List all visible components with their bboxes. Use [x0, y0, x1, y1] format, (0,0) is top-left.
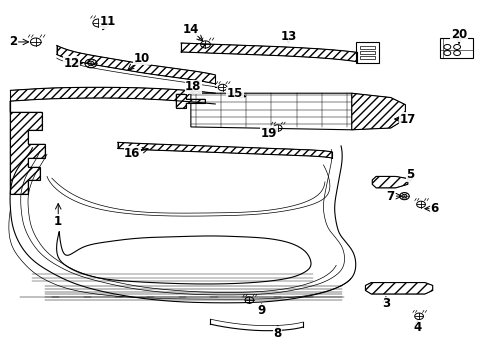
Polygon shape — [365, 283, 432, 294]
Text: 2: 2 — [9, 35, 17, 49]
Text: 9: 9 — [257, 305, 265, 318]
Text: 8: 8 — [273, 327, 281, 340]
Polygon shape — [190, 93, 366, 130]
Text: 4: 4 — [413, 320, 421, 333]
Polygon shape — [371, 176, 407, 188]
FancyBboxPatch shape — [359, 56, 374, 59]
Text: 11: 11 — [100, 15, 116, 28]
Text: 5: 5 — [406, 168, 413, 181]
Text: 20: 20 — [450, 28, 466, 41]
Text: 13: 13 — [280, 30, 296, 43]
Text: 1: 1 — [54, 215, 62, 228]
FancyBboxPatch shape — [359, 46, 374, 49]
Text: 10: 10 — [134, 51, 150, 64]
Text: 7: 7 — [386, 190, 394, 203]
FancyBboxPatch shape — [439, 39, 472, 58]
Text: 19: 19 — [260, 127, 277, 140]
Polygon shape — [351, 93, 405, 130]
Text: 14: 14 — [183, 23, 199, 36]
Text: 15: 15 — [226, 87, 243, 100]
Text: 6: 6 — [429, 202, 438, 215]
Text: 18: 18 — [185, 80, 201, 93]
FancyBboxPatch shape — [355, 42, 378, 63]
Polygon shape — [176, 94, 205, 108]
Text: 16: 16 — [124, 147, 140, 159]
Text: 3: 3 — [381, 297, 389, 310]
Text: 12: 12 — [63, 57, 80, 70]
Text: 17: 17 — [399, 113, 415, 126]
FancyBboxPatch shape — [359, 51, 374, 54]
